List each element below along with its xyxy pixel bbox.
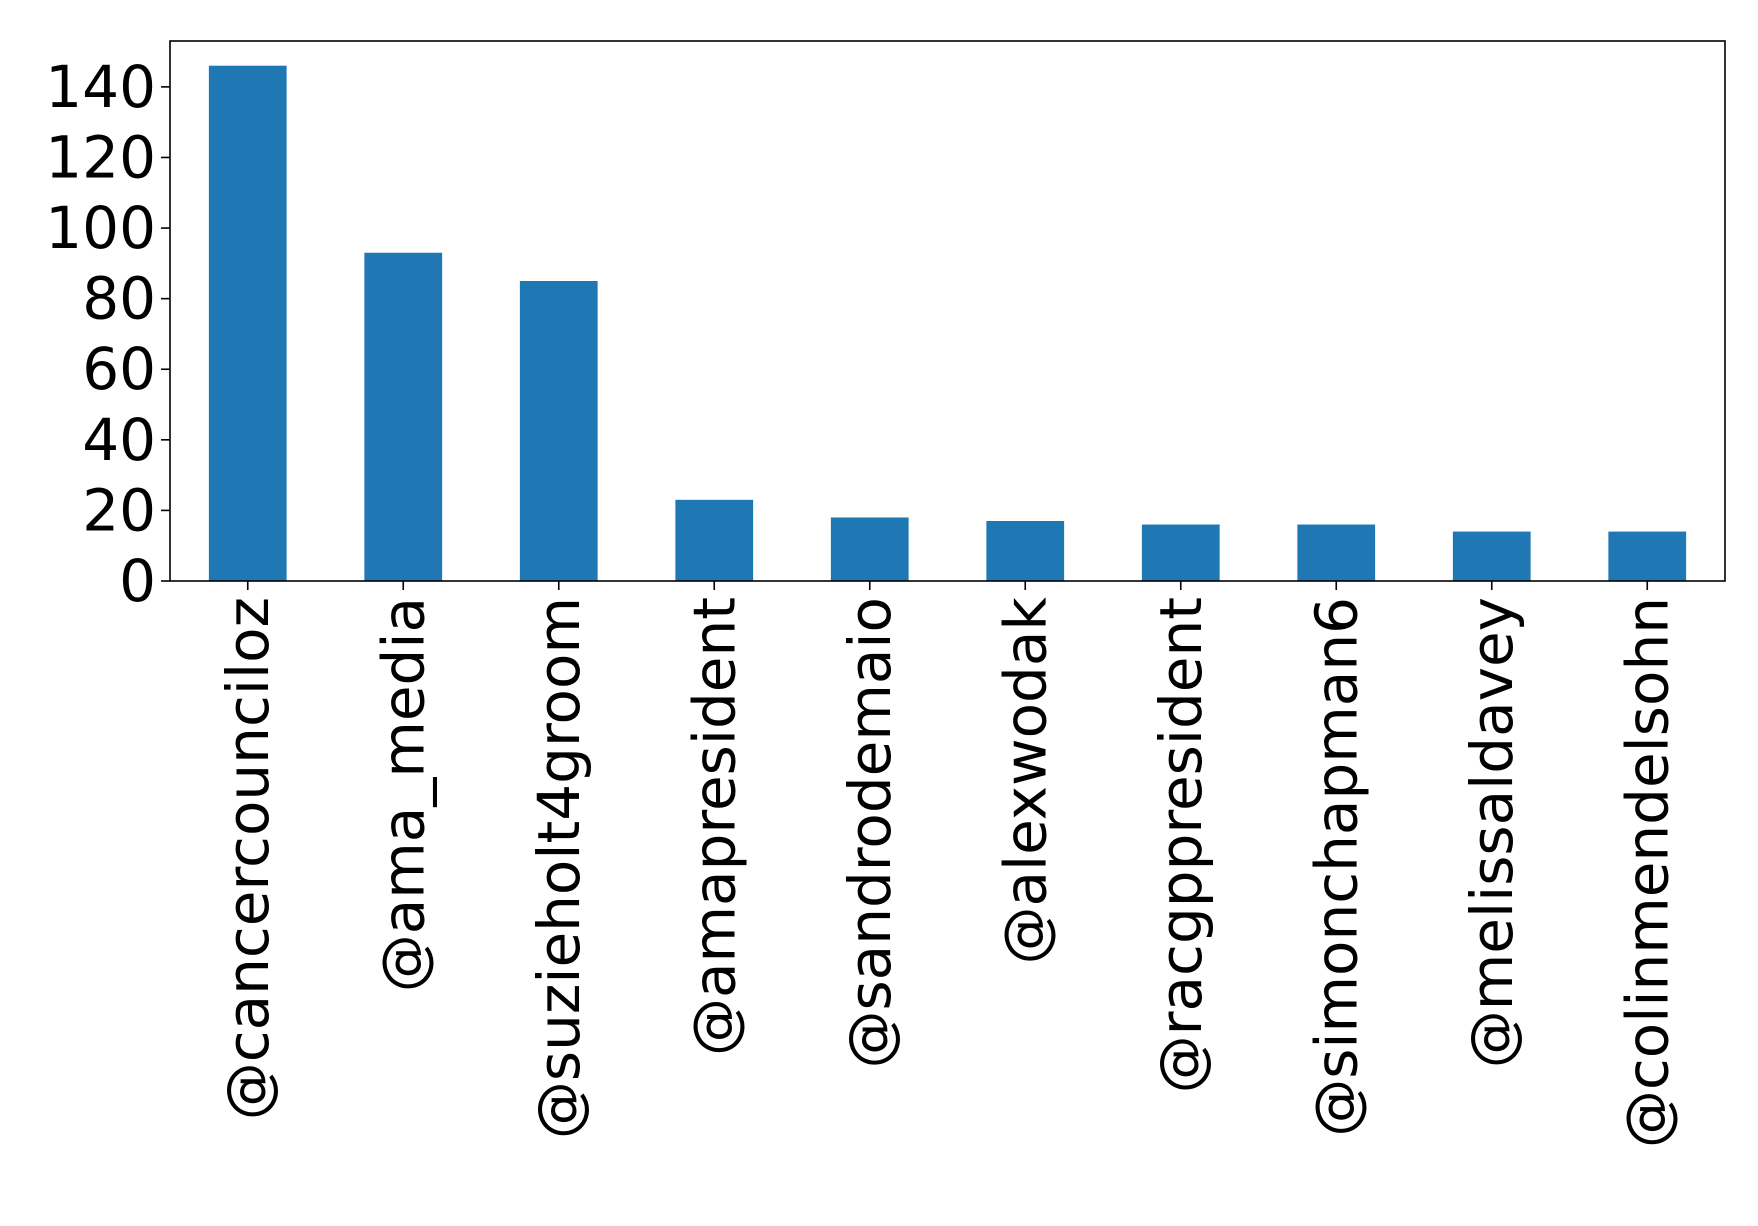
y-tick-label: 40	[82, 406, 156, 474]
x-tick-label-suzieholt4groom: @suzieholt4groom	[525, 597, 593, 1139]
y-tick-label: 120	[45, 123, 156, 191]
x-tick-label-cancercounciloz: @cancercounciloz	[214, 597, 282, 1120]
bar-racgppresident	[1141, 524, 1220, 581]
y-tick-label: 80	[82, 265, 156, 333]
x-tick-label-melissaldavey: @melissaldavey	[1458, 597, 1526, 1068]
bar-simonchapman6	[1297, 524, 1376, 581]
bar-suzieholt4groom	[519, 281, 598, 581]
bar-melissaldavey	[1452, 531, 1531, 581]
x-tick-label-colinmendelsohn: @colinmendelsohn	[1613, 597, 1681, 1148]
y-tick-label: 140	[45, 53, 156, 121]
bar-sandrodemaio	[830, 517, 909, 581]
x-tick-label-racgppresident: @racgppresident	[1147, 597, 1215, 1093]
bar-ama_media	[364, 252, 443, 581]
y-tick-label: 100	[45, 194, 156, 262]
x-tick-label-ama_media: @ama_media	[369, 597, 437, 992]
plot-frame	[169, 40, 1726, 582]
bar-amapresident	[675, 499, 754, 581]
x-tick-label-amapresident: @amapresident	[680, 597, 748, 1056]
bar-colinmendelsohn	[1608, 531, 1687, 581]
y-tick-label: 60	[82, 335, 156, 403]
bars-layer	[208, 65, 1687, 582]
y-tick-label: 20	[82, 476, 156, 544]
x-tick-label-alexwodak: @alexwodak	[991, 597, 1059, 965]
bar-alexwodak	[986, 521, 1065, 581]
x-tick-label-simonchapman6: @simonchapman6	[1302, 597, 1370, 1137]
y-tick-label: 0	[119, 547, 156, 615]
bar-cancercounciloz	[208, 65, 287, 582]
x-tick-label-sandrodemaio: @sandrodemaio	[836, 597, 904, 1069]
x-axis: @cancercounciloz @ama_media @suzieholt4gro…	[214, 581, 1681, 1148]
